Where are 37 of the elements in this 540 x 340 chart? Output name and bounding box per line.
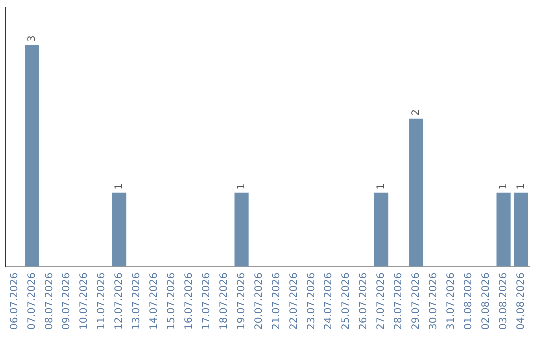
x-tick-label: 03.08.2026 (498, 272, 510, 330)
x-tick-label: 09.07.2026 (62, 272, 73, 330)
data-label: 1 (236, 183, 248, 190)
x-tick-label: 31.07.2026 (446, 272, 457, 330)
x-tick-label: 10.07.2026 (79, 272, 90, 330)
x-tick-label: 02.08.2026 (480, 272, 492, 330)
x-tick-label: 25.07.2026 (341, 272, 352, 330)
x-tick-label: 28.07.2026 (394, 272, 405, 330)
x-tick-label: 24.07.2026 (324, 272, 335, 330)
data-label: 1 (376, 183, 388, 190)
x-tick-label: 06.07.2026 (9, 272, 20, 330)
data-label: 1 (114, 183, 126, 190)
x-tick-label: 04.08.2026 (516, 272, 527, 330)
data-label: 1 (498, 183, 510, 190)
x-tick-label: 20.07.2026 (254, 272, 265, 330)
x-tick-label: 19.07.2026 (236, 272, 248, 330)
x-tick-label: 08.07.2026 (44, 272, 56, 330)
x-tick-label: 18.07.2026 (218, 272, 230, 330)
x-tick-label: 29.07.2026 (411, 272, 422, 330)
x-tick-label: 21.07.2026 (271, 272, 282, 330)
x-tick-label: 22.07.2026 (288, 272, 300, 330)
data-label: 3 (26, 36, 38, 42)
x-tick-label: 13.07.2026 (132, 272, 143, 330)
x-tick-label: 16.07.2026 (184, 272, 195, 330)
x-tick-label: 11.07.2026 (96, 272, 108, 330)
x-tick-label: 17.07.2026 (201, 272, 212, 330)
x-tick-label: 14.07.2026 (149, 272, 160, 330)
x-tick-label: 30.07.2026 (428, 272, 440, 330)
x-tick-label: 26.07.2026 (358, 272, 370, 330)
x-tick-label: 23.07.2026 (306, 272, 318, 330)
x-tick-label: 15.07.2026 (166, 272, 178, 330)
x-tick-label: 12.07.2026 (114, 272, 126, 330)
data-label: 2 (411, 110, 422, 116)
x-tick-label: 01.08.2026 (463, 272, 474, 330)
x-tick-label: 07.07.2026 (26, 272, 38, 330)
x-tick-label: 27.07.2026 (376, 272, 388, 330)
data-label: 1 (516, 183, 527, 190)
